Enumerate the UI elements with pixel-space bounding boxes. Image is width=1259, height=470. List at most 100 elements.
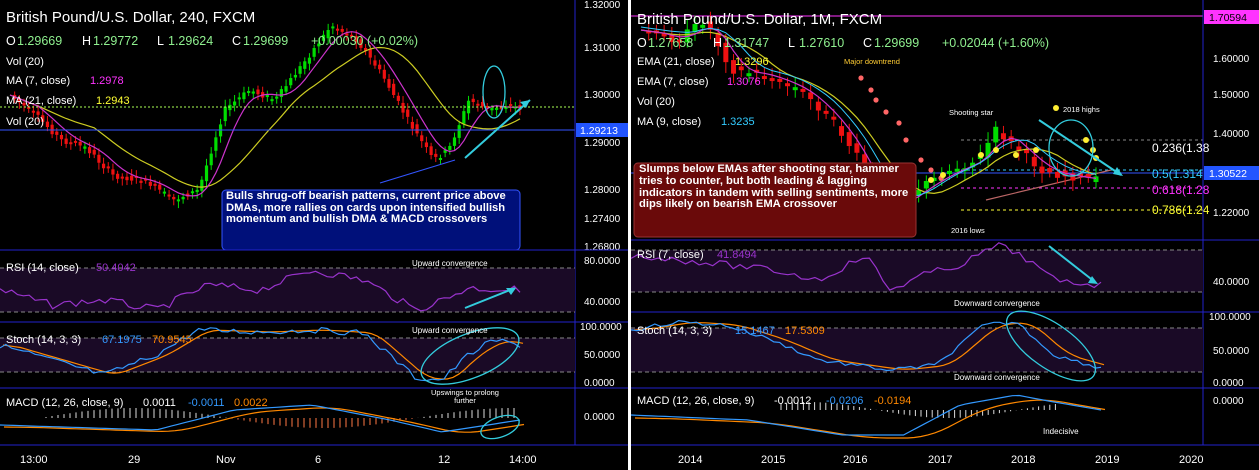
candle-body [293, 74, 298, 78]
pattern-dot [1013, 152, 1019, 158]
stoch-label: Stoch (14, 3, 3) [6, 334, 81, 346]
candle-body [41, 115, 45, 122]
stoch-tick-50: 50.0000 [1213, 346, 1250, 357]
macd-value-3: 0.0022 [234, 397, 268, 409]
candle-body [298, 66, 302, 74]
candle-body [242, 92, 246, 100]
candle-body [923, 181, 929, 189]
candle-body [854, 143, 860, 153]
candle-body [993, 126, 999, 143]
price-pane[interactable]: British Pound/U.S. Dollar, 1M, FXCM O 1.… [631, 11, 1210, 238]
ohlc-change: +0.00030 (+0.02%) [311, 34, 418, 48]
stoch-note: Upward convergence [412, 326, 488, 335]
stoch-pane[interactable]: Stoch (14, 3, 3) 67.1975 70.9545 Upward … [0, 316, 628, 396]
candle-body [120, 176, 124, 179]
candle-body [64, 138, 68, 144]
stoch-tick-50: 50.0000 [584, 350, 621, 361]
rsi-arrow-head [506, 288, 516, 295]
rsi-arrow [1048, 245, 1096, 283]
candle-body [214, 137, 218, 151]
macd-histogram [780, 402, 1056, 418]
candle-body [1085, 173, 1091, 178]
candle-body [50, 124, 54, 135]
ohlc-change: +0.02044 (+1.60%) [942, 36, 1049, 50]
candle-body [116, 173, 120, 179]
candle-body [176, 199, 181, 202]
macd-value-2: -0.0206 [826, 395, 863, 407]
top-price-badge [1204, 10, 1259, 24]
stoch-k-value: 67.1975 [102, 334, 142, 346]
rsi-arrow-head [1088, 276, 1098, 284]
time-tick-3: 2016 [843, 454, 867, 466]
stoch-highlight-ellipse [1005, 310, 1097, 382]
time-tick-1: 2014 [678, 454, 702, 466]
candle-body [916, 190, 922, 196]
time-tick-4: 2017 [928, 454, 952, 466]
candle-body [1024, 148, 1030, 154]
candle-body [669, 34, 675, 43]
ohlc-high-key: H [713, 36, 722, 50]
rsi-value: 50.4042 [96, 262, 136, 274]
macd-pane[interactable]: MACD (12, 26, close, 9) -0.0012 -0.0206 … [631, 387, 1259, 439]
candle-body [769, 78, 775, 82]
candle-body [125, 176, 129, 181]
pattern-dot [928, 177, 934, 183]
ohlc-close-key: C [232, 34, 241, 48]
macd-pane[interactable]: MACD (12, 26, close, 9) 0.0011 -0.0011 0… [0, 387, 628, 443]
indicator-ma9-value: 1.3235 [721, 116, 755, 128]
pattern-dot [1033, 147, 1039, 153]
candle-body [415, 124, 419, 134]
candle-body [22, 102, 26, 106]
indicator-vol-label: Vol (20) [637, 96, 675, 108]
annotation-text: Slumps below EMAs after shooting star, h… [639, 164, 909, 211]
price-tick-7: 1.26800 [584, 242, 621, 253]
trend-arrow [464, 99, 531, 159]
candle-body [785, 83, 791, 87]
price-tick-4: 1.40000 [1213, 129, 1250, 140]
candle-body [36, 111, 40, 115]
candle-body [684, 29, 690, 43]
price-axis[interactable]: 1.32000 1.31000 1.30000 1.29000 1.28000 … [574, 0, 628, 445]
candle-body [59, 134, 64, 140]
macd-value-1: -0.0012 [774, 395, 811, 407]
left-chart-panel[interactable]: British Pound/U.S. Dollar, 240, FXCM O 1… [0, 0, 628, 470]
annotation-box [633, 162, 917, 238]
stoch-d-value: 17.5309 [785, 325, 825, 337]
candle-body [509, 104, 513, 107]
ohlc-readout: O 1.27658 H 1.31747 L 1.27610 C 1.29699 … [637, 36, 1049, 50]
rsi-pane[interactable]: RSI (14, close) 50.4042 Upward convergen… [0, 249, 628, 313]
current-price-label: 1.29213 [580, 125, 618, 137]
fib-label-0236: 0.236(1.38 [1152, 141, 1210, 155]
rsi-label: RSI (7, close) [637, 249, 704, 261]
highlight-ellipse [1048, 119, 1094, 177]
rsi-pane[interactable]: RSI (7, close) 41.8494 Downward converge… [631, 239, 1259, 308]
candle-body [237, 97, 241, 100]
price-pane[interactable]: British Pound/U.S. Dollar, 240, FXCM O 1… [0, 9, 575, 251]
price-tick-2: 1.31000 [584, 43, 621, 54]
candle-body [946, 170, 952, 175]
candle-body [1016, 146, 1022, 152]
pattern-dot [903, 137, 909, 143]
indicator-ema7-value: 1.3076 [727, 76, 761, 88]
candle-body [723, 42, 729, 63]
candle-body [354, 36, 358, 43]
time-axis[interactable]: 2014 2015 2016 2017 2018 2019 2020 [631, 444, 1259, 466]
trend-arrow-head [520, 100, 530, 108]
candle-body [457, 125, 461, 138]
macd-value-1: 0.0011 [143, 397, 176, 409]
time-axis[interactable]: 13:00 29 Nov 6 12 14:00 [0, 444, 628, 466]
right-chart-panel[interactable]: British Pound/U.S. Dollar, 1M, FXCM O 1.… [631, 0, 1259, 470]
candle-body [368, 49, 372, 58]
candle-body [448, 145, 452, 150]
candle-body [401, 102, 405, 113]
fib-label-0786: 0.786(1.24 [1152, 203, 1210, 217]
candle-body [251, 91, 255, 94]
trend-arrow [1038, 119, 1122, 176]
ema-7-line [640, 27, 1097, 203]
current-price-badge [576, 123, 628, 137]
rsi-tick-40: 40.0000 [1213, 277, 1250, 288]
candle-body [499, 107, 503, 110]
indicator-ema21-value: 1.3296 [735, 56, 769, 68]
price-tick-1: 1.32000 [584, 0, 621, 11]
stoch-pane[interactable]: Stoch (14, 3, 3) 15.1467 17.5309 Downwar… [631, 298, 1259, 394]
